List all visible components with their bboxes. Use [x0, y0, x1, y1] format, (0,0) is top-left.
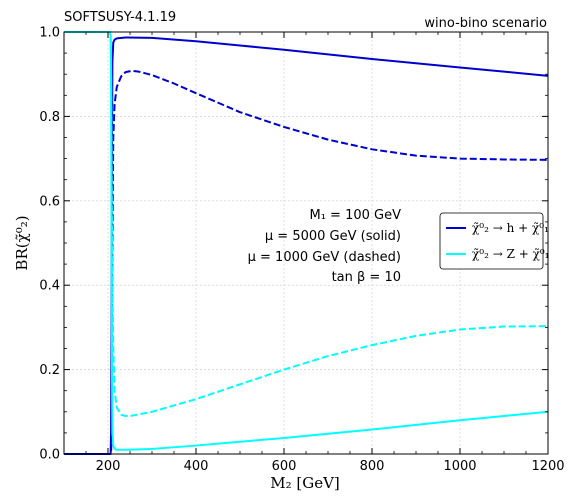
x-tick-label: 1000	[443, 459, 476, 474]
y-tick-label: 0.0	[39, 448, 60, 463]
annotation-mu-dashed: μ = 1000 GeV (dashed)	[248, 250, 401, 265]
legend: χ̃⁰₂ → h + χ̃⁰₁ χ̃⁰₂ → Z + χ̃⁰₁	[439, 212, 550, 270]
x-tick-label: 600	[272, 459, 297, 474]
annotation-mu-solid: μ = 5000 GeV (solid)	[265, 229, 401, 244]
y-tick-label: 1.0	[39, 26, 60, 41]
x-tick-label: 1200	[531, 459, 564, 474]
y-tick-label: 0.4	[39, 279, 60, 294]
y-tick-label: 0.2	[39, 363, 60, 378]
x-axis-label: M₂ [GeV]	[270, 474, 340, 492]
y-tick-label: 0.6	[39, 194, 60, 209]
legend-label-h: χ̃⁰₂ → h + χ̃⁰₁	[472, 221, 549, 235]
parameter-annotations: M₁ = 100 GeV μ = 5000 GeV (solid) μ = 10…	[248, 208, 401, 285]
x-tick-label: 400	[184, 459, 209, 474]
x-tick-label: 200	[96, 459, 121, 474]
header-left-text: SOFTSUSY-4.1.19	[64, 10, 176, 25]
legend-label-z: χ̃⁰₂ → Z + χ̃⁰₁	[472, 247, 550, 261]
x-tick-label: 800	[360, 459, 385, 474]
series-z-solid	[64, 31, 549, 451]
annotation-m1: M₁ = 100 GeV	[310, 208, 402, 223]
series-lines	[64, 31, 549, 455]
series-z-dashed	[64, 31, 549, 418]
header-right-text: wino-bino scenario	[424, 16, 547, 31]
y-axis-label: BR(χ̃⁰₂)	[13, 215, 31, 270]
y-tick-label: 0.8	[39, 110, 60, 125]
annotation-tanbeta: tan β = 10	[332, 270, 401, 285]
x-tick-labels: 200 400 600 800 1000 1200	[96, 459, 565, 474]
plot-frame	[63, 31, 549, 455]
y-tick-labels: 0.0 0.2 0.4 0.6 0.8 1.0	[39, 26, 60, 463]
